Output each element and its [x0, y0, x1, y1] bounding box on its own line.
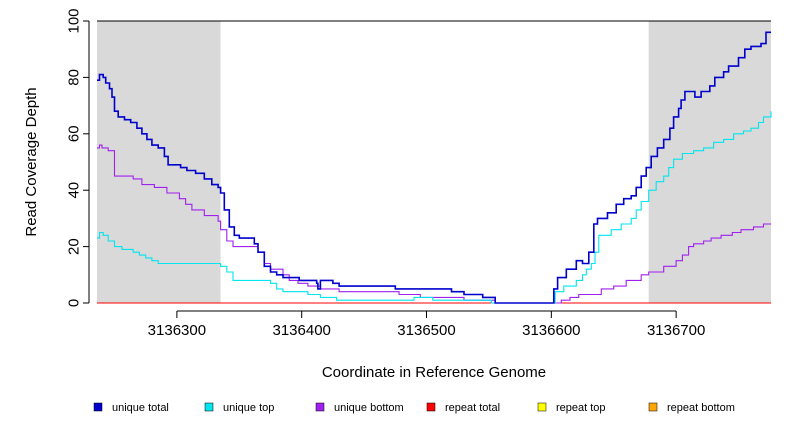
x-axis: 3136300 3136400 3136500 3136600 3136700 [148, 310, 705, 339]
legend-item-unique-top: unique top [204, 402, 274, 414]
y-axis: 0 20 40 60 80 100 [65, 8, 90, 307]
legend-label-unique-total: unique total [112, 402, 169, 414]
legend-label-unique-bottom: unique bottom [334, 402, 404, 414]
y-tick-label-80: 80 [65, 69, 82, 86]
legend-item-repeat-total: repeat total [426, 402, 500, 414]
series-lines [97, 31, 772, 304]
y-tick-label-60: 60 [65, 125, 82, 142]
x-axis-label: Coordinate in Reference Genome [322, 364, 546, 381]
legend-swatch-unique-bottom [315, 402, 325, 412]
series-line-unique-bottom [97, 144, 771, 304]
shaded-regions [97, 21, 771, 303]
legend-item-repeat-top: repeat top [537, 402, 606, 414]
shaded-region-2 [648, 21, 771, 303]
y-axis-label: Read Coverage Depth [23, 87, 40, 236]
legend-label-unique-top: unique top [223, 402, 274, 414]
x-tick-label-3136500: 3136500 [397, 322, 455, 339]
y-tick-label-100: 100 [65, 8, 82, 33]
legend-swatch-unique-total [93, 402, 103, 412]
x-tick-label-3136700: 3136700 [647, 322, 705, 339]
y-tick-label-20: 20 [65, 238, 82, 255]
legend-item-unique-total: unique total [93, 402, 169, 414]
x-tick-label-3136400: 3136400 [272, 322, 330, 339]
y-tick-label-40: 40 [65, 182, 82, 199]
legend-swatch-unique-top [204, 402, 214, 412]
x-tick-label-3136300: 3136300 [148, 322, 206, 339]
y-tick-label-0: 0 [65, 299, 82, 307]
legend-swatch-repeat-top [537, 402, 547, 412]
legend-swatch-repeat-total [426, 402, 436, 412]
legend-label-repeat-total: repeat total [445, 402, 500, 414]
legend-label-repeat-top: repeat top [556, 402, 606, 414]
shaded-region-1 [97, 21, 221, 303]
legend: unique total unique top unique bottom repea… [93, 402, 735, 414]
legend-label-repeat-bottom: repeat bottom [667, 402, 735, 414]
legend-item-repeat-bottom: repeat bottom [648, 402, 735, 414]
series-line-unique-top [97, 111, 772, 304]
x-tick-label-3136600: 3136600 [522, 322, 580, 339]
legend-swatch-repeat-bottom [648, 402, 658, 412]
series-line-unique-total [97, 31, 771, 304]
legend-item-unique-bottom: unique bottom [315, 402, 404, 414]
